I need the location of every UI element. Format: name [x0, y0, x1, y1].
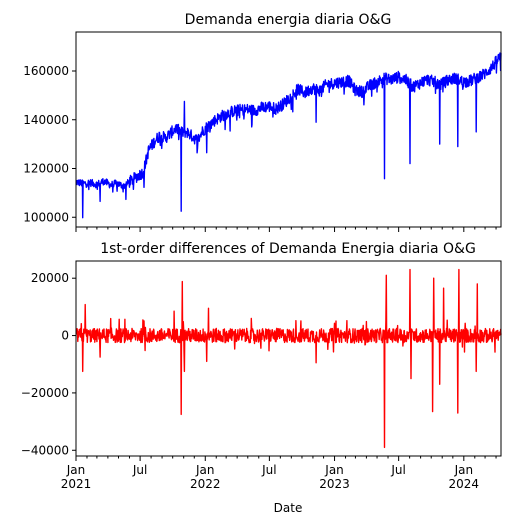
x-axis-label: Date: [274, 501, 303, 515]
x-tick-label: Jan: [66, 463, 86, 477]
demand-panel: Demanda energia diaria O&G 1000001200001…: [23, 12, 502, 232]
differences-axes-frame: [75, 260, 502, 457]
demand-x-ticks: [75, 227, 497, 232]
x-tick-year-label: 2021: [61, 477, 92, 491]
differences-y-tick-label: 20000: [31, 271, 69, 285]
demand-chart-title: Demanda energia diaria O&G: [185, 12, 392, 28]
differences-y-ticks: −40000 −20000 0 20000: [21, 271, 76, 457]
demand-series-line: [75, 52, 502, 219]
demand-y-tick-label: 100000: [23, 210, 69, 224]
differences-chart-title: 1st-order differences of Demanda Energia…: [100, 241, 476, 257]
demand-axes-frame: [75, 31, 502, 228]
x-tick-year-label: 2023: [319, 477, 350, 491]
demand-y-ticks: 100000 120000 140000 160000: [23, 64, 76, 224]
differences-y-tick-label: 0: [61, 329, 69, 343]
x-tick-label: Jul: [132, 463, 147, 477]
x-tick-label: Jan: [454, 463, 474, 477]
x-tick-year-label: 2022: [190, 477, 221, 491]
x-tick-year-label: 2024: [449, 477, 480, 491]
differences-series-line: [75, 268, 502, 449]
demand-y-tick-label: 120000: [23, 162, 69, 176]
x-tick-label: Jan: [195, 463, 215, 477]
demand-y-tick-label: 160000: [23, 64, 69, 78]
x-tick-label: Jan: [324, 463, 344, 477]
differences-y-tick-label: −20000: [21, 386, 69, 400]
differences-panel: 1st-order differences of Demanda Energia…: [21, 241, 502, 515]
differences-y-tick-label: −40000: [21, 443, 69, 457]
demand-y-tick-label: 140000: [23, 113, 69, 127]
x-tick-label: Jul: [261, 463, 276, 477]
x-tick-label: Jul: [390, 463, 405, 477]
